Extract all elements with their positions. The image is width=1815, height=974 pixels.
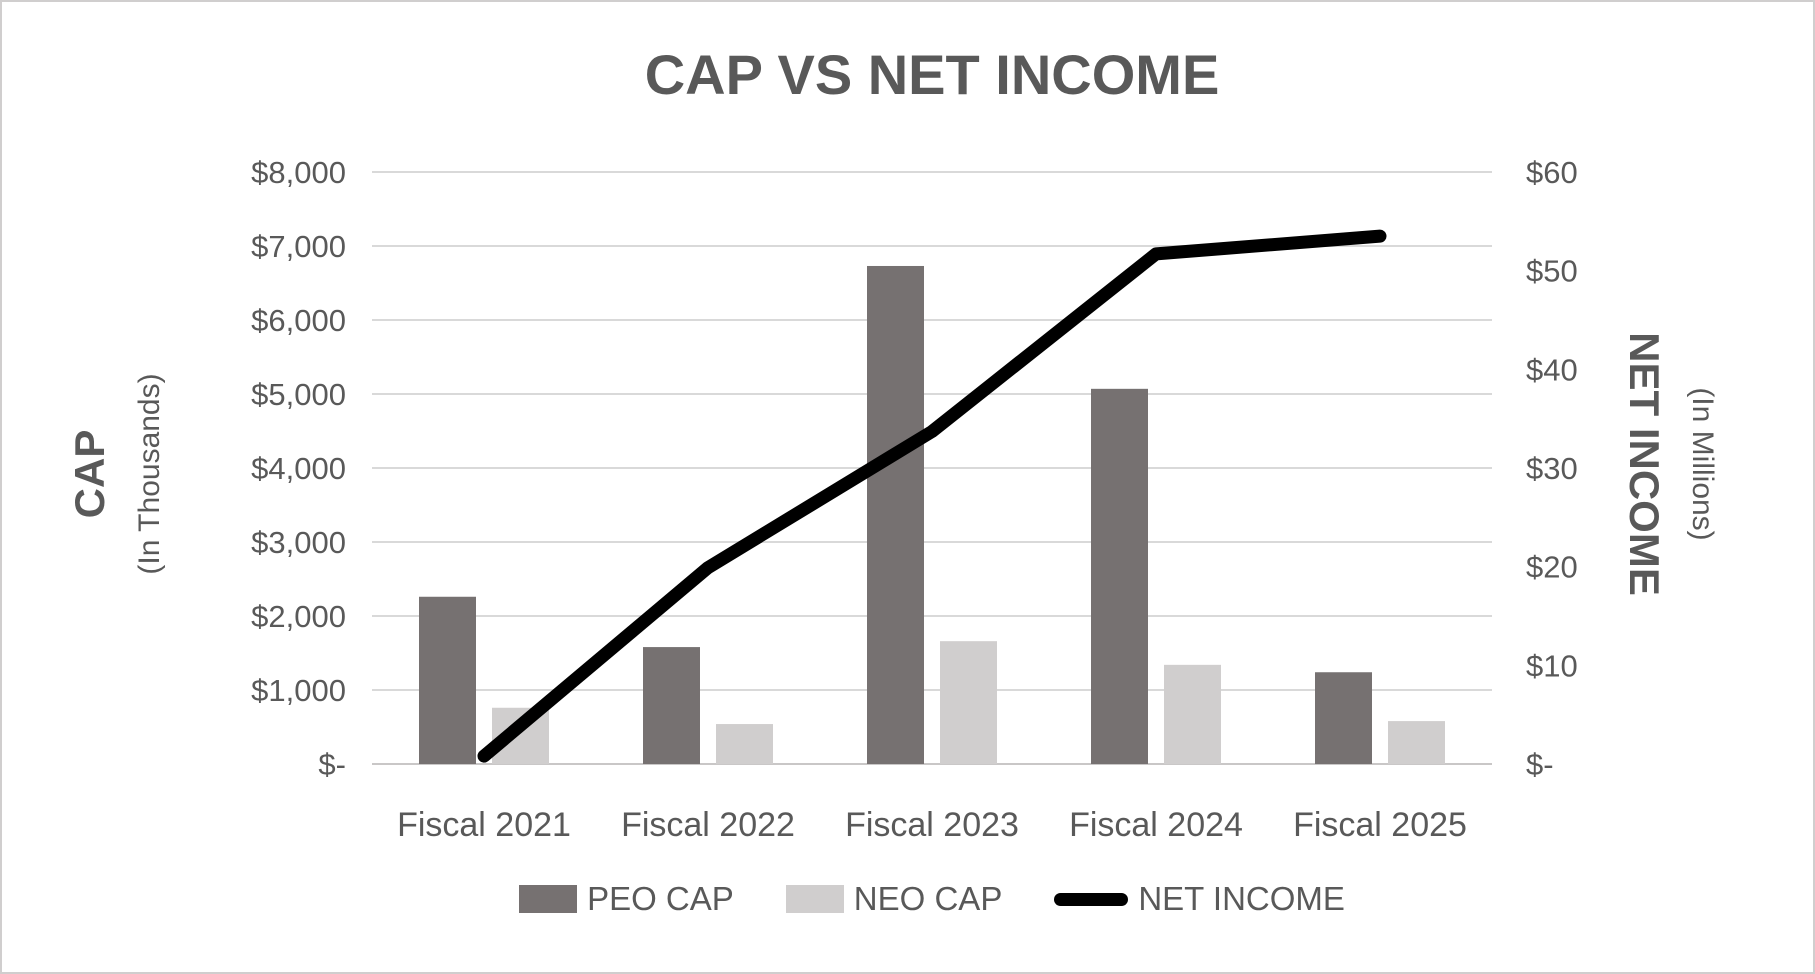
left-axis-tick-label: $1,000 (251, 673, 346, 708)
right-axis-tick-label: $50 (1526, 254, 1578, 289)
left-axis-tick-label: $2,000 (251, 599, 346, 634)
left-axis-tick-label: $6,000 (251, 303, 346, 338)
neo-cap-swatch-icon (785, 885, 844, 913)
x-axis-category-label: Fiscal 2022 (621, 806, 795, 844)
left-axis-tick-label: $- (318, 747, 346, 782)
left-axis-tick-label: $5,000 (251, 377, 346, 412)
legend-item-peo-cap: PEO CAP (519, 880, 734, 918)
legend-item-neo-cap: NEO CAP (785, 880, 1003, 918)
left-axis-tick-label: $7,000 (251, 229, 346, 264)
neo-cap-bar-fiscal-2023 (940, 641, 997, 764)
peo-cap-bar-fiscal-2021 (419, 596, 476, 764)
right-axis-tick-label: $- (1526, 747, 1554, 782)
peo-cap-bar-fiscal-2022 (643, 647, 700, 764)
neo-cap-bar-fiscal-2022 (716, 724, 773, 764)
net-income-line (477, 229, 1387, 763)
left-axis-tick-label: $8,000 (251, 155, 346, 190)
legend-item-net-income: NET INCOME (1054, 880, 1345, 918)
peo-cap-bar-fiscal-2023 (867, 265, 924, 764)
legend-label-net-income: NET INCOME (1138, 880, 1345, 917)
left-axis-tick-label: $4,000 (251, 451, 346, 486)
left-axis-tick-label: $3,000 (251, 525, 346, 560)
peo-cap-bar-fiscal-2025 (1315, 672, 1372, 764)
right-axis-tick-label: $20 (1526, 550, 1578, 585)
right-axis-tick-label: $30 (1526, 451, 1578, 486)
x-axis-category-label: Fiscal 2021 (397, 806, 571, 844)
x-axis-category-label: Fiscal 2024 (1069, 806, 1243, 844)
chart-title: CAP VS NET INCOME (644, 43, 1220, 106)
net-income-line-swatch-icon (1054, 892, 1129, 906)
peo-cap-swatch-icon (519, 885, 578, 913)
x-axis-category-label: Fiscal 2025 (1293, 806, 1467, 844)
x-axis-category-label: Fiscal 2023 (845, 806, 1019, 844)
neo-cap-bar-fiscal-2025 (1388, 721, 1445, 764)
legend-label-neo-cap: NEO CAP (853, 880, 1003, 917)
peo-cap-bar-fiscal-2024 (1091, 388, 1148, 764)
right-axis-tick-label: $40 (1526, 352, 1578, 387)
neo-cap-bar-fiscal-2024 (1164, 664, 1221, 764)
legend-label-peo-cap: PEO CAP (587, 880, 734, 917)
legend: PEO CAP NEO CAP NET INCOME (372, 880, 1492, 918)
right-axis-tick-label: $60 (1526, 155, 1578, 190)
right-axis-tick-label: $10 (1526, 648, 1578, 683)
